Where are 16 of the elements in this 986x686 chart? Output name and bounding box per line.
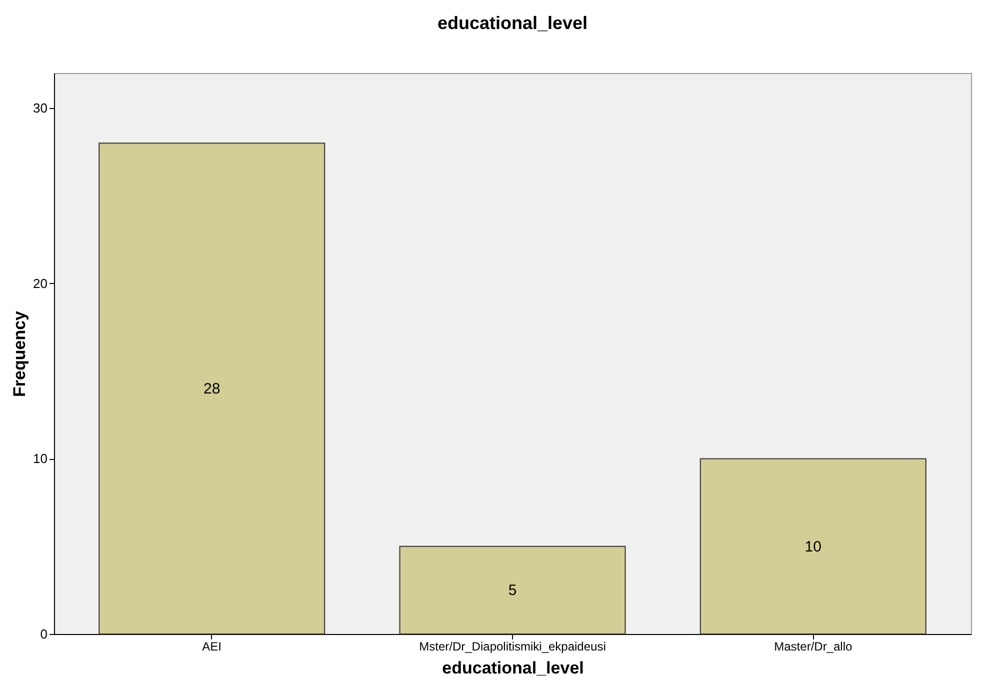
x-tick-label: Master/Dr_allo	[774, 640, 852, 654]
data-label: 28	[204, 380, 220, 398]
y-tick-label: 10	[33, 451, 48, 466]
y-tick-label: 30	[33, 100, 48, 116]
y-axis-title: Frequency	[10, 310, 30, 397]
data-label: 5	[508, 582, 517, 600]
chart-title: educational_level	[437, 13, 588, 33]
data-label: 10	[804, 538, 822, 556]
x-tick-label: Mster/Dr_Diapolitismiki_ekpaideusi	[419, 640, 606, 654]
bar	[399, 546, 626, 634]
y-tick-label: 0	[40, 626, 48, 642]
bar	[700, 458, 926, 634]
x-axis-title: educational_level	[442, 658, 584, 678]
bar	[98, 142, 326, 634]
y-tick-label: 20	[33, 276, 48, 291]
x-tick-label: AEI	[202, 640, 222, 654]
